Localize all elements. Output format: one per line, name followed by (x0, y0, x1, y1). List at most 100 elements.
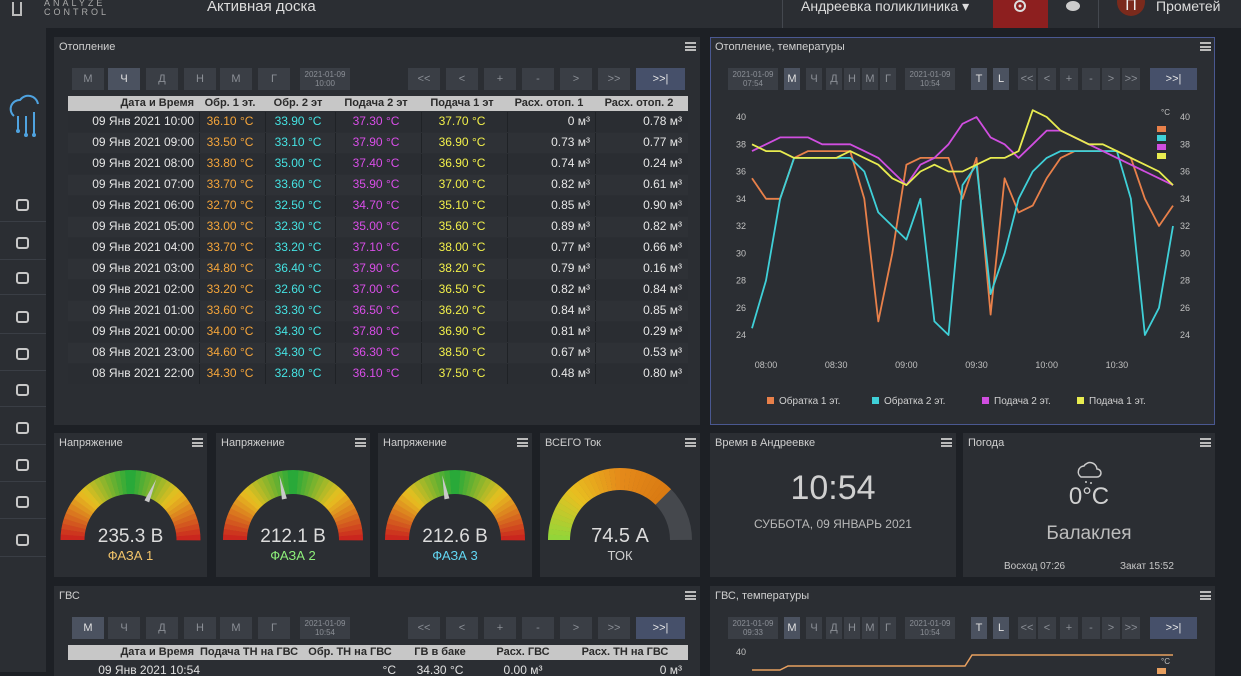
messages-button[interactable] (1048, 0, 1098, 28)
nav-icon[interactable] (16, 459, 29, 471)
nav-button[interactable]: >>| (1150, 68, 1197, 90)
period-button[interactable]: М (220, 68, 252, 90)
nav-button[interactable]: < (1038, 617, 1056, 639)
period-button[interactable]: Д (826, 617, 842, 639)
period-button[interactable]: Н (184, 617, 216, 639)
period-button[interactable]: Г (258, 617, 290, 639)
nav-button[interactable]: > (560, 68, 592, 90)
nav-button[interactable]: > (1102, 68, 1120, 90)
gauge-fill (608, 468, 617, 491)
panel-menu[interactable] (355, 438, 366, 447)
period-button[interactable]: М (862, 68, 878, 90)
date-field[interactable]: 2021-01-09 10:54 (905, 617, 955, 639)
nav-icon[interactable] (16, 534, 29, 546)
date-field[interactable]: 2021-01-09 09:33 (728, 617, 778, 639)
period-button[interactable]: Г (880, 68, 896, 90)
toggle-button[interactable]: L (993, 617, 1009, 639)
nav-icon[interactable] (16, 384, 29, 396)
nav-button[interactable]: < (446, 617, 478, 639)
period-button[interactable]: Н (184, 68, 216, 90)
nav-button[interactable]: > (560, 617, 592, 639)
period-button[interactable]: М (862, 617, 878, 639)
period-button[interactable]: Н (844, 617, 860, 639)
period-button[interactable]: Ч (108, 617, 140, 639)
panel-menu[interactable] (1200, 42, 1211, 51)
period-button[interactable]: Д (146, 68, 178, 90)
nav-icon[interactable] (16, 496, 29, 508)
panel-menu[interactable] (941, 438, 952, 447)
period-button[interactable]: Ч (108, 68, 140, 90)
panel-menu[interactable] (517, 438, 528, 447)
nav-button[interactable]: << (408, 617, 440, 639)
date-field[interactable]: 2021-01-09 07:54 (728, 68, 778, 90)
date-field[interactable]: 2021-01-09 10:54 (300, 617, 350, 639)
x-tick-label: 08:00 (755, 360, 778, 370)
gauge-band (261, 475, 276, 500)
user-name[interactable]: Прометей (1156, 0, 1221, 14)
nav-button[interactable]: << (1018, 68, 1036, 90)
nav-button[interactable]: + (484, 617, 516, 639)
nav-icon[interactable] (16, 348, 29, 360)
period-button[interactable]: М (220, 617, 252, 639)
nav-button[interactable]: << (1018, 617, 1036, 639)
period-button[interactable]: Г (880, 617, 896, 639)
nav-button[interactable]: + (1060, 68, 1078, 90)
cell-divider (507, 112, 508, 132)
table-row (68, 280, 688, 300)
settings-button[interactable] (993, 0, 1048, 28)
nav-icon[interactable] (16, 237, 29, 249)
period-button[interactable]: Д (826, 68, 842, 90)
table-cell: 32.30 °C (274, 219, 322, 233)
period-button[interactable]: М (72, 68, 104, 90)
nav-button[interactable]: >>| (636, 617, 685, 639)
panel-menu[interactable] (685, 591, 696, 600)
nav-button[interactable]: >> (598, 68, 630, 90)
table-row (68, 175, 688, 195)
panel-menu[interactable] (1200, 438, 1211, 447)
nav-button[interactable]: >> (598, 617, 630, 639)
nav-button[interactable]: >>| (636, 68, 685, 90)
date-field[interactable]: 2021-01-09 10:00 (300, 68, 350, 90)
date-field[interactable]: 2021-01-09 10:54 (905, 68, 955, 90)
panel-menu[interactable] (685, 42, 696, 51)
nav-icon[interactable] (16, 422, 29, 434)
period-button[interactable]: Н (844, 68, 860, 90)
panel-menu[interactable] (1200, 591, 1211, 600)
nav-button[interactable]: - (1082, 68, 1100, 90)
toggle-button[interactable]: T (971, 617, 987, 639)
nav-button[interactable]: - (522, 617, 554, 639)
toggle-button[interactable]: T (971, 68, 987, 90)
period-button[interactable]: Г (258, 68, 290, 90)
nav-button[interactable]: >> (1122, 617, 1140, 639)
period-button[interactable]: М (784, 68, 800, 90)
nav-icon[interactable] (16, 199, 29, 211)
nav-button[interactable]: >> (1122, 68, 1140, 90)
nav-button[interactable]: > (1102, 617, 1120, 639)
toggle-button[interactable]: L (993, 68, 1009, 90)
period-button[interactable]: Д (146, 617, 178, 639)
nav-button[interactable]: - (522, 68, 554, 90)
period-button[interactable]: М (72, 617, 104, 639)
gauge-band (68, 503, 92, 520)
location-dropdown[interactable]: Андреевка поликлиника ▾ (801, 0, 970, 14)
period-button[interactable]: М (784, 617, 800, 639)
nav-button[interactable]: + (1060, 617, 1078, 639)
nav-icon[interactable] (16, 311, 29, 323)
x-tick-label: 08:30 (825, 360, 848, 370)
nav-button[interactable]: << (408, 68, 440, 90)
nav-icon[interactable] (16, 272, 29, 284)
period-button[interactable]: Ч (806, 68, 822, 90)
panel-menu[interactable] (192, 438, 203, 447)
nav-button[interactable]: + (484, 68, 516, 90)
table-cell: 38.20 °C (438, 261, 486, 275)
nav-button[interactable]: < (1038, 68, 1056, 90)
nav-button[interactable]: < (446, 68, 478, 90)
period-button[interactable]: Ч (806, 617, 822, 639)
nav-button[interactable]: >>| (1150, 617, 1197, 639)
nav-button[interactable]: - (1082, 617, 1100, 639)
time-text: 10:54 (314, 628, 336, 637)
gauge-band (165, 494, 188, 514)
panel-menu[interactable] (685, 438, 696, 447)
table-cell: 33.60 °C (274, 177, 322, 191)
gauge-band (413, 480, 432, 503)
